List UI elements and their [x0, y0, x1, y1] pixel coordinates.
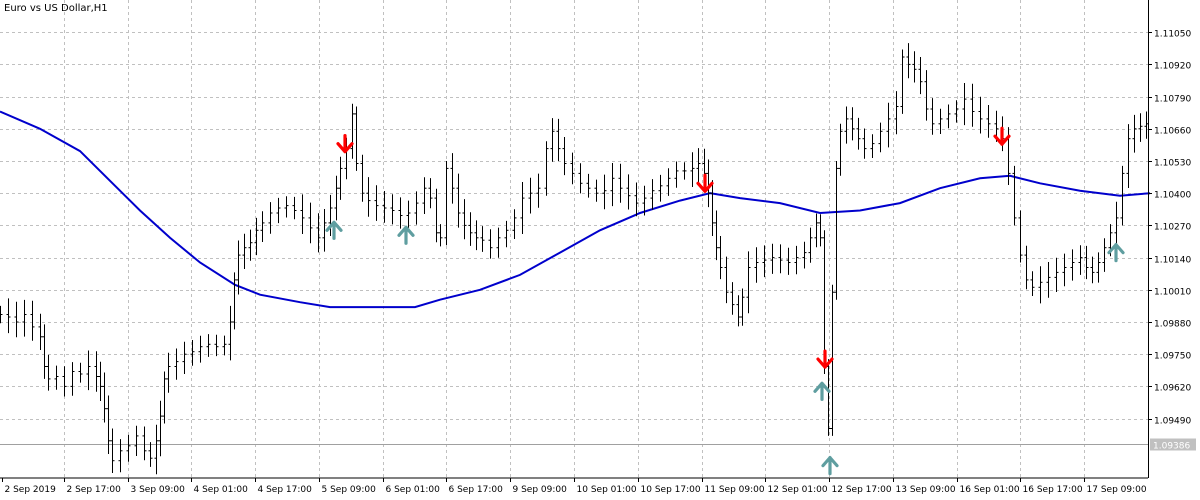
y-tick-label: 1.10140 — [1154, 256, 1191, 266]
sell-arrow-icon — [993, 126, 1011, 146]
chart-grid — [0, 0, 1148, 478]
sell-arrow-icon — [816, 349, 834, 369]
y-tick-label: 1.10010 — [1154, 288, 1191, 298]
buy-arrow-icon — [813, 381, 831, 401]
y-tick-label: 1.10270 — [1154, 223, 1191, 233]
buy-arrow-icon — [325, 220, 343, 240]
x-tick-label: 13 Sep 09:00 — [896, 485, 956, 495]
buy-arrow-icon — [1107, 243, 1125, 263]
sell-arrow-icon — [336, 134, 354, 154]
current-price-label: 1.09386 — [1153, 442, 1190, 452]
chart-title: Euro vs US Dollar,H1 — [4, 3, 108, 14]
moving-average-line — [0, 110, 1151, 309]
moving-average-layer — [0, 110, 1151, 309]
x-tick-label: 10 Sep 01:00 — [577, 485, 637, 495]
x-tick-label: 6 Sep 17:00 — [449, 485, 504, 495]
x-tick-label: 3 Sep 09:00 — [131, 485, 186, 495]
x-tick-label: 16 Sep 01:00 — [960, 485, 1020, 495]
y-tick-label: 1.09880 — [1154, 320, 1191, 330]
signal-arrows-layer — [325, 126, 1125, 476]
y-tick-label: 1.09620 — [1154, 384, 1191, 394]
x-tick-label: 12 Sep 17:00 — [832, 485, 892, 495]
x-tick-label: 17 Sep 09:00 — [1087, 485, 1147, 495]
y-tick-label: 1.10660 — [1154, 127, 1191, 137]
x-tick-label: 16 Sep 17:00 — [1023, 485, 1083, 495]
price-bars-layer — [0, 43, 1149, 475]
y-tick-label: 1.09490 — [1154, 417, 1191, 427]
x-tick-label: 4 Sep 01:00 — [194, 485, 249, 495]
x-tick-label: 2 Sep 17:00 — [67, 485, 122, 495]
buy-arrow-icon — [397, 225, 415, 245]
y-tick-label: 1.10530 — [1154, 159, 1191, 169]
sell-arrow-icon — [696, 173, 714, 193]
x-tick-label: 4 Sep 17:00 — [258, 485, 313, 495]
x-tick-label: 12 Sep 01:00 — [768, 485, 828, 495]
x-tick-label: 11 Sep 09:00 — [705, 485, 765, 495]
buy-arrow-icon — [821, 456, 839, 476]
y-tick-label: 1.10400 — [1154, 191, 1191, 201]
x-tick-label: 5 Sep 09:00 — [322, 485, 377, 495]
x-tick-label: 9 Sep 09:00 — [513, 485, 568, 495]
y-tick-label: 1.09750 — [1154, 352, 1191, 362]
y-tick-label: 1.10790 — [1154, 95, 1191, 105]
x-tick-label: 2 Sep 2019 — [5, 485, 57, 495]
x-tick-label: 10 Sep 17:00 — [641, 485, 701, 495]
y-tick-label: 1.11050 — [1154, 30, 1191, 40]
current-price-label-bg — [1150, 438, 1196, 451]
y-tick-label: 1.10920 — [1154, 62, 1191, 72]
x-tick-label: 6 Sep 01:00 — [386, 485, 441, 495]
